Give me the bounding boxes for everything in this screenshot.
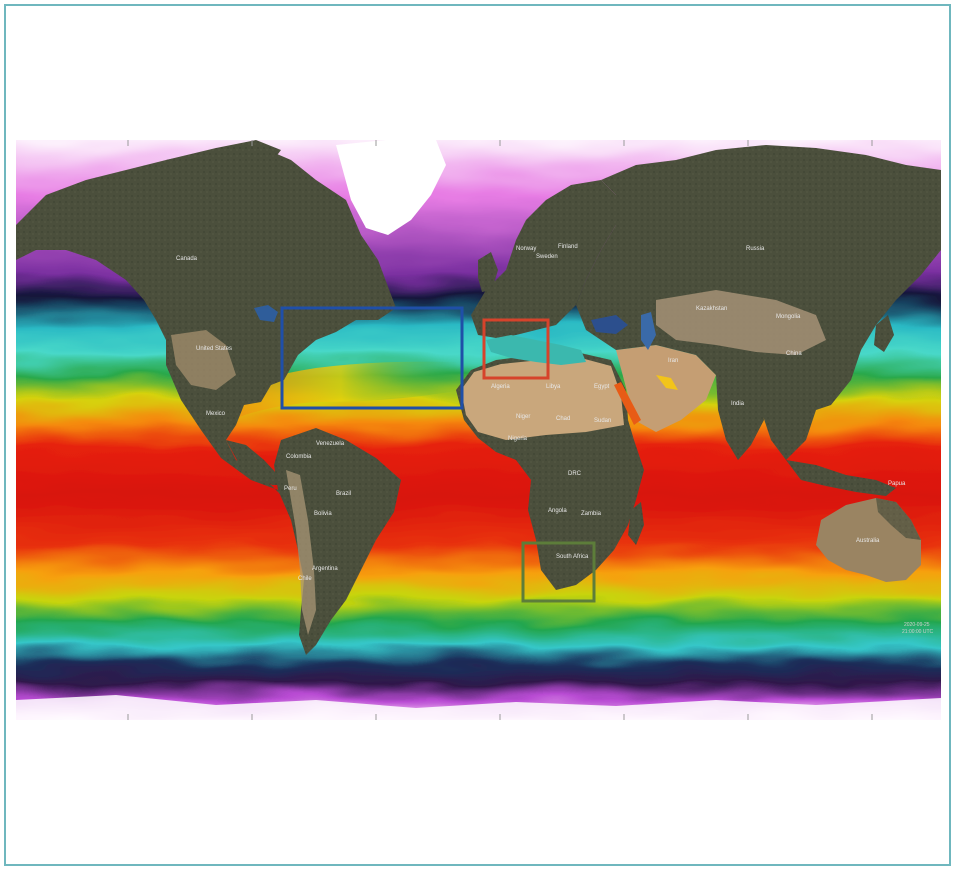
label-finland: Finland (558, 244, 578, 250)
label-bolivia: Bolivia (314, 511, 332, 517)
central-asia-steppe (656, 290, 826, 355)
indonesia (786, 460, 896, 496)
box-south-africa (521, 541, 596, 603)
north-america (16, 145, 396, 500)
australia-coast (876, 498, 921, 540)
caspian-sea (641, 312, 656, 350)
arctic-islands (166, 140, 281, 182)
land-masses (16, 140, 941, 720)
antarctica-fringe (16, 695, 941, 720)
label-china: China (786, 351, 802, 357)
mediterranean-sea (486, 335, 586, 365)
label-nigeria: Nigeria (508, 436, 528, 442)
label-mexico: Mexico (206, 411, 226, 417)
label-iran: Iran (668, 358, 678, 364)
label-colombia: Colombia (286, 454, 312, 460)
label-mongolia: Mongolia (776, 314, 801, 320)
sea-surface-temperature-map: Canada United States Mexico Venezuela Co… (16, 140, 941, 720)
label-russia: Russia (746, 246, 765, 252)
label-peru: Peru (284, 486, 297, 492)
country-labels: Canada United States Mexico Venezuela Co… (176, 244, 906, 582)
label-egypt: Egypt (594, 384, 610, 390)
us-southwest (171, 330, 236, 390)
label-united-states: United States (196, 346, 232, 352)
label-papua: Papua (888, 481, 906, 487)
label-south-africa: South Africa (556, 554, 589, 560)
edge-ticks (127, 140, 873, 720)
uk-ireland (478, 252, 498, 292)
label-brazil: Brazil (336, 491, 351, 497)
label-drc: DRC (568, 471, 582, 477)
label-algeria: Algeria (491, 384, 510, 390)
label-argentina: Argentina (312, 566, 338, 572)
black-sea (591, 315, 628, 334)
persian-gulf (656, 375, 678, 390)
label-venezuela: Venezuela (316, 441, 345, 447)
inland-waters (254, 305, 678, 425)
label-sudan: Sudan (594, 418, 611, 424)
label-australia: Australia (856, 538, 880, 544)
label-chile: Chile (298, 576, 312, 582)
label-india: India (731, 401, 745, 407)
timestamp-date: 2020-09-25 (904, 622, 930, 628)
label-sweden: Sweden (536, 254, 558, 260)
greenland (336, 140, 446, 235)
madagascar (628, 502, 644, 545)
arabia (616, 345, 716, 432)
label-angola: Angola (548, 508, 567, 514)
timestamp-time: 21:00:00 UTC (902, 629, 934, 635)
andes-desert (286, 470, 316, 635)
box-north-atlantic (280, 306, 464, 410)
europe (471, 180, 616, 338)
japan (874, 315, 894, 352)
label-norway: Norway (516, 246, 536, 252)
great-lakes (254, 305, 278, 322)
label-chad: Chad (556, 416, 570, 422)
box-mediterranean (482, 318, 550, 380)
label-kazakhstan: Kazakhstan (696, 306, 727, 312)
label-canada: Canada (176, 256, 198, 262)
central-america (226, 440, 286, 485)
label-zambia: Zambia (581, 511, 602, 517)
label-niger: Niger (516, 414, 530, 420)
india (716, 375, 764, 460)
red-sea (614, 382, 641, 425)
label-libya: Libya (546, 384, 561, 390)
